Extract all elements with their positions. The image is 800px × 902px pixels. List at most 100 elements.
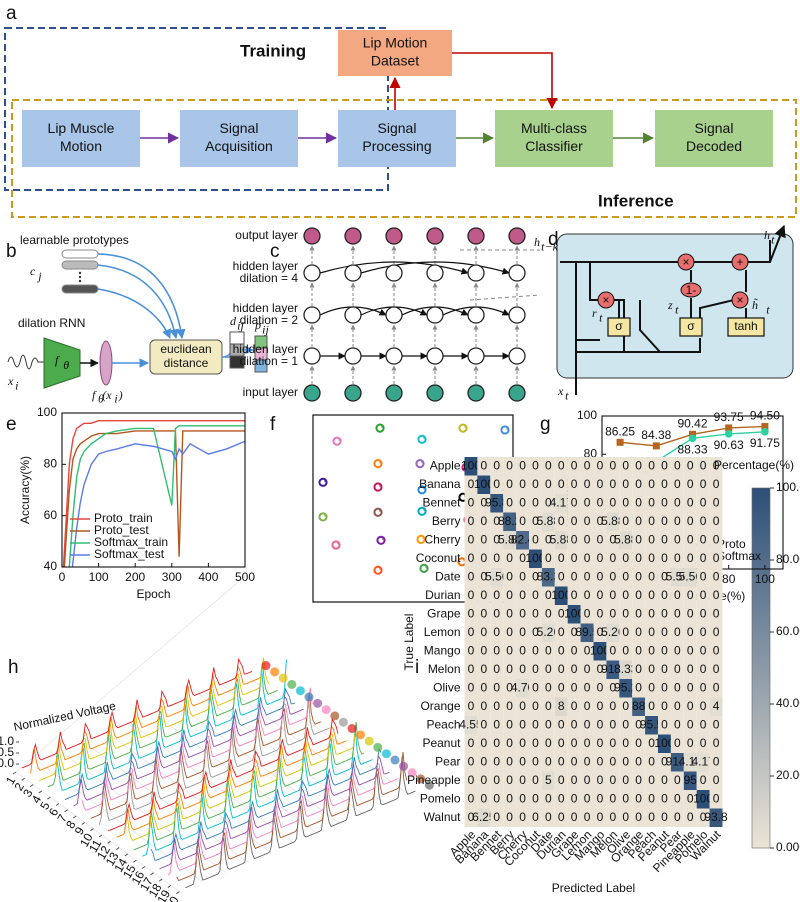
colorbar-label: 100.0	[776, 480, 800, 494]
heat-cell	[503, 679, 517, 698]
cell-label: 0	[532, 699, 539, 713]
cell-label: 0	[635, 662, 642, 676]
heat-cell	[645, 568, 658, 587]
cell-label: 0	[622, 606, 629, 620]
heat-cell	[658, 475, 671, 494]
heat-cell	[619, 753, 633, 772]
heat-cell	[683, 697, 697, 716]
heat-cell	[593, 549, 607, 568]
tick-mark	[167, 884, 172, 888]
cell-label: 0	[700, 662, 707, 676]
cluster-point	[373, 459, 383, 469]
heat-cell	[645, 494, 658, 513]
cell-label: 0	[635, 754, 642, 768]
cell-label: 0	[545, 458, 552, 472]
heat-cell	[516, 642, 529, 661]
heat-cell	[477, 642, 491, 661]
heat-cell	[670, 679, 684, 698]
cluster-halo	[423, 508, 426, 512]
input-symbol: i	[15, 378, 18, 392]
heat-cell	[529, 660, 542, 679]
heat-cell	[658, 808, 671, 827]
heat-cell	[670, 734, 684, 753]
heat-cell	[606, 531, 620, 550]
cell-label: 0	[635, 569, 642, 583]
cell-label: 0	[519, 588, 526, 602]
heat-cell	[554, 623, 568, 642]
waveform	[124, 732, 356, 841]
heat-cell	[709, 457, 723, 476]
heat-cell	[683, 642, 697, 661]
panel-letter: a	[6, 3, 17, 24]
cell-label: 0	[700, 551, 707, 565]
flow-node	[338, 110, 456, 167]
cell-label: 0	[584, 514, 591, 528]
fruit-icon	[399, 761, 409, 771]
gate-symbol: r	[592, 306, 597, 320]
heat-cell	[696, 734, 710, 753]
arrow	[452, 52, 558, 110]
cell-label: 0	[558, 662, 565, 676]
plane-grid	[245, 675, 410, 796]
cell-label: 0	[674, 532, 681, 546]
cell-label: 0	[597, 551, 604, 565]
heat-cell	[593, 475, 607, 494]
heat-cell	[683, 660, 697, 679]
flow-node	[22, 110, 140, 167]
layer-label: dilation = 4	[240, 271, 299, 285]
gate-symbol: t	[766, 302, 770, 316]
heat-cell	[696, 457, 710, 476]
heat-cell	[683, 808, 697, 827]
cell-label: 0	[674, 736, 681, 750]
gate-path	[690, 270, 735, 318]
layer-label: hidden layer	[233, 301, 298, 315]
fruit-icon	[321, 705, 331, 715]
cell-label: 0	[674, 773, 681, 787]
op-node	[597, 291, 615, 309]
cell-label: 0	[493, 643, 500, 657]
cell-label: 0	[481, 458, 488, 472]
heat-cell	[645, 679, 658, 698]
fruit-icon	[416, 774, 426, 784]
fruit-icon	[278, 673, 288, 683]
heat-cell	[645, 771, 658, 790]
cell-label: 0	[506, 588, 513, 602]
embedding	[99, 340, 113, 386]
heat-cell	[709, 790, 723, 809]
heat-cell	[503, 734, 517, 753]
cell-label: 0	[610, 736, 617, 750]
heat-cell	[503, 531, 517, 550]
heat-cell	[632, 605, 646, 624]
cell-label: 0	[700, 773, 707, 787]
legend-label: Proto	[717, 537, 746, 551]
cell-label: 5.56	[666, 569, 690, 583]
rnn-block	[43, 337, 81, 389]
rnn-node	[303, 264, 321, 282]
rnn-symbol: f	[55, 353, 60, 367]
heat-cell	[503, 697, 517, 716]
state-symbol: t−k	[541, 239, 558, 253]
tick-mark	[29, 784, 34, 788]
cell-label: 100	[564, 606, 584, 620]
cell-label: 0	[584, 699, 591, 713]
heat-cell	[645, 716, 658, 735]
cell-label: 0	[700, 810, 707, 824]
heat-cell	[709, 808, 723, 827]
cell-label: 0	[545, 606, 552, 620]
cell-label: 0	[661, 551, 668, 565]
cell-label: 0	[713, 736, 720, 750]
heat-cell	[632, 697, 646, 716]
x-tick-label: 15	[120, 862, 139, 881]
node-label: Lip Muscle	[48, 120, 115, 136]
cell-label: 0	[481, 699, 488, 713]
cell-label: 0	[532, 532, 539, 546]
cell-label: 0	[661, 699, 668, 713]
cell-label: 0	[493, 551, 500, 565]
cell-label: 0	[532, 588, 539, 602]
cell-label: 0	[635, 551, 642, 565]
heat-cell	[464, 790, 478, 809]
cell-label: 0	[648, 606, 655, 620]
cluster-halo	[421, 460, 424, 464]
cluster-halo	[382, 537, 385, 541]
